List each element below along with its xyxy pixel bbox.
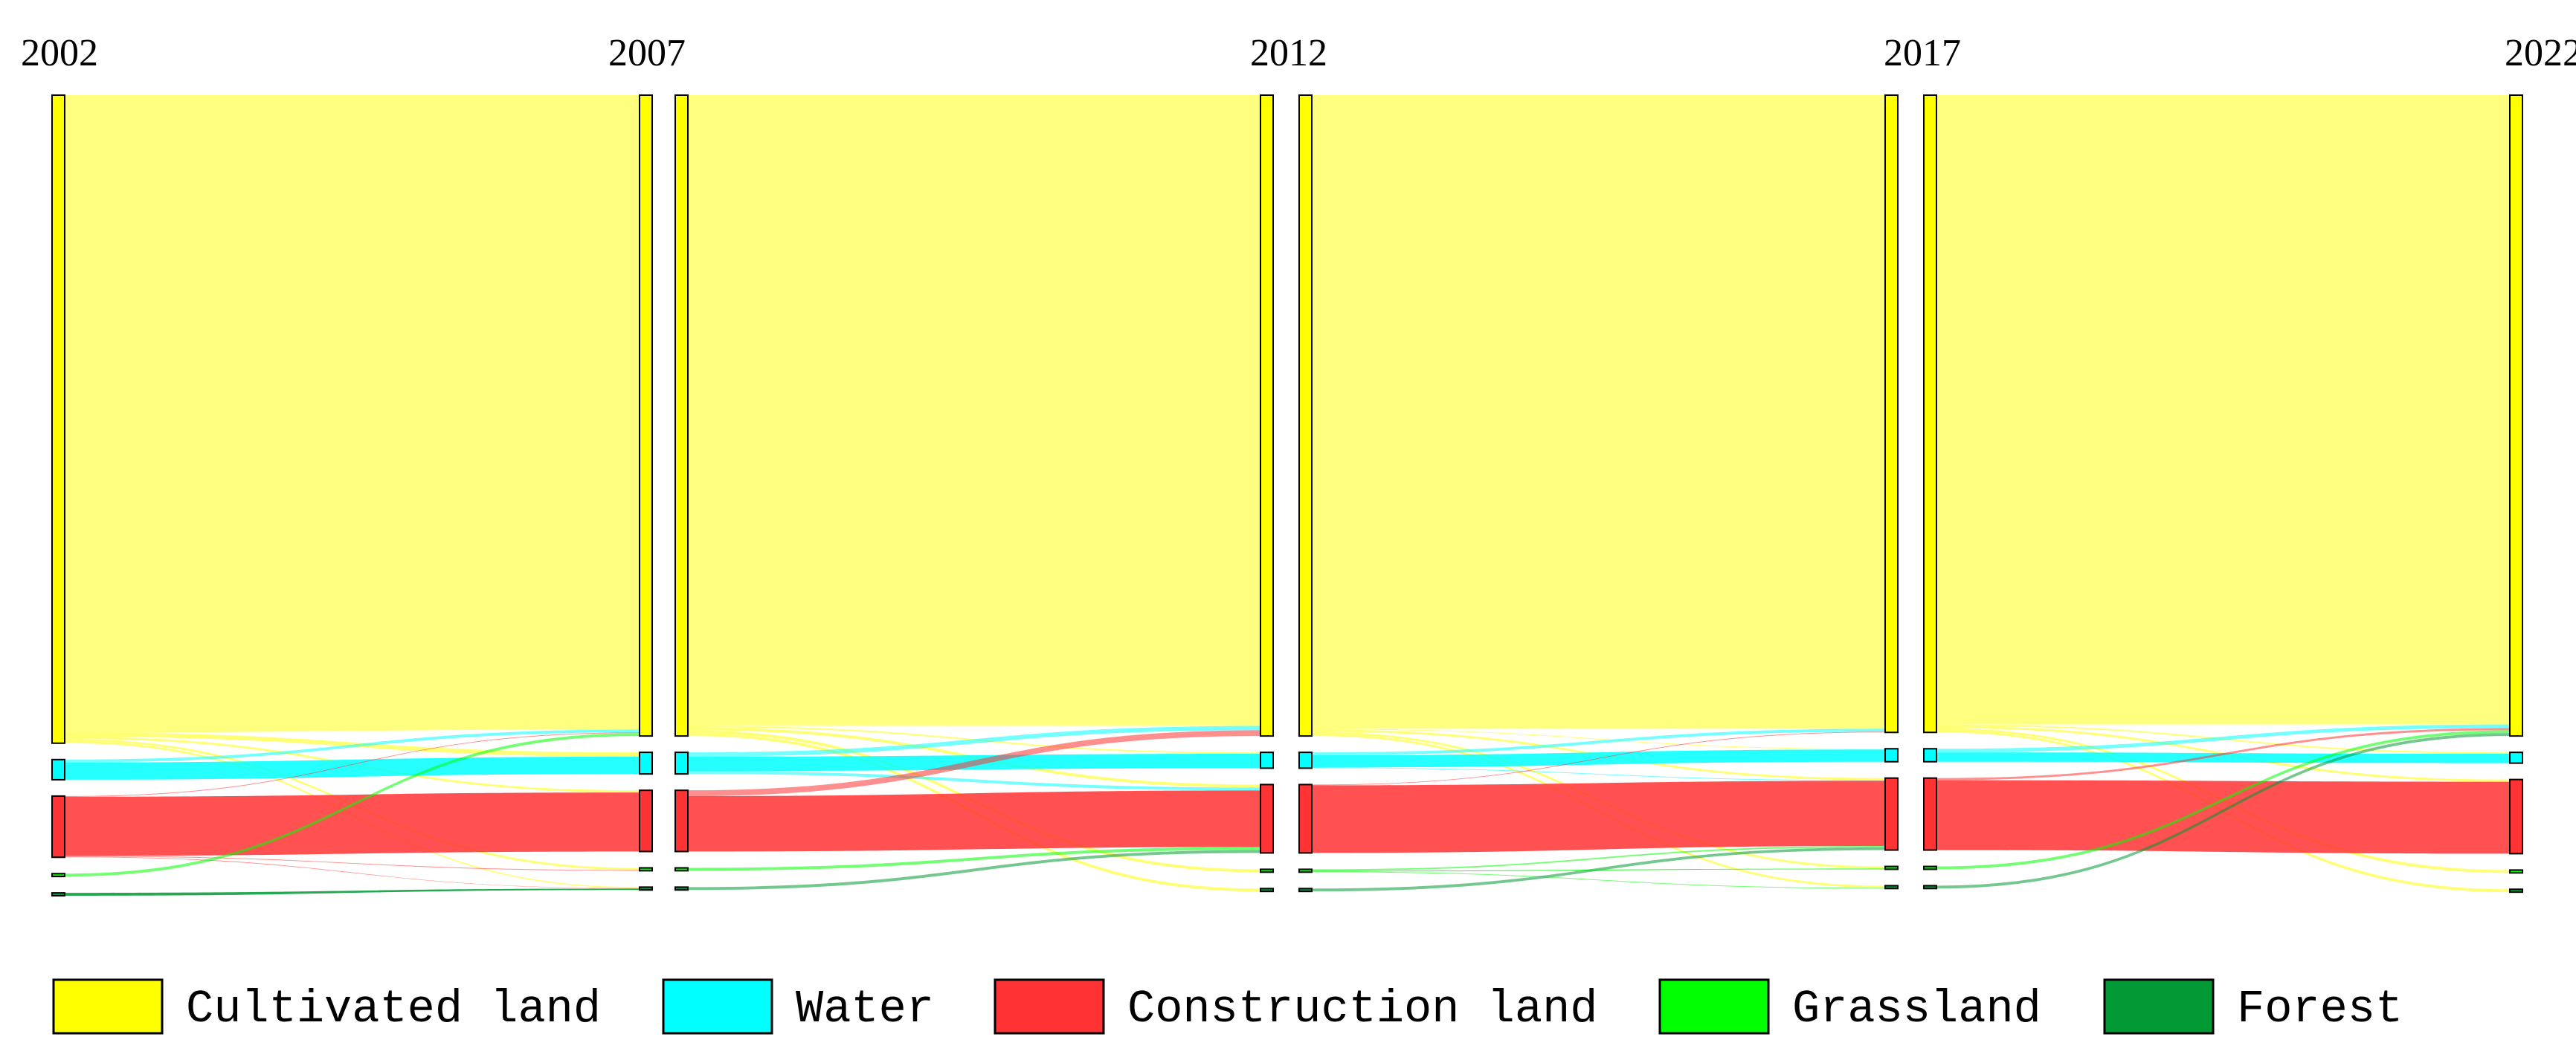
- flow-2012-2017-grassland-to-forest: [1312, 871, 1885, 889]
- flows-layer: [65, 95, 2510, 896]
- legend-swatch-forest: [2103, 978, 2215, 1035]
- node-2012-forest-in: [1260, 888, 1274, 893]
- node-2017-grassland-out: [1923, 865, 1937, 870]
- flow-2012-2017-cultivated-to-cultivated: [1312, 95, 1885, 729]
- flow-2012-2017-grassland-to-construction: [1312, 845, 1885, 871]
- node-2012-water-in: [1260, 752, 1274, 769]
- flow-2002-2007-construction-to-grassland: [65, 856, 640, 871]
- node-2012-construction-out: [1298, 783, 1313, 854]
- node-2017-water-out: [1923, 748, 1937, 763]
- flow-2012-2017-construction-to-construction: [1312, 781, 1885, 853]
- node-2007-cultivated-in: [639, 94, 653, 737]
- node-2007-grassland-in: [639, 867, 653, 872]
- node-2002-grassland: [51, 873, 65, 878]
- node-2007-water-out: [674, 752, 689, 775]
- flow-2007-2012-forest-to-construction: [688, 850, 1260, 891]
- legend-swatch-water: [662, 978, 773, 1035]
- flow-2017-2022-forest-to-cultivated: [1936, 733, 2510, 889]
- year-label-2022: 2022: [2505, 32, 2576, 74]
- legend-swatch-grassland: [1658, 978, 1770, 1035]
- legend-label-water: Water: [796, 983, 934, 1035]
- legend-label-forest: Forest: [2237, 983, 2403, 1035]
- flow-2017-2022-construction-to-construction: [1936, 780, 2510, 854]
- node-2017-cultivated-out: [1923, 94, 1937, 734]
- flow-2002-2007-water-to-water: [65, 756, 640, 780]
- flow-2017-2022-water-to-water: [1936, 752, 2510, 763]
- flow-2012-2017-construction-to-cultivated: [1312, 731, 1885, 786]
- node-2017-construction-in: [1884, 777, 1899, 851]
- node-2012-cultivated-in: [1260, 94, 1274, 737]
- flow-2017-2022-water-to-cultivated: [1936, 724, 2510, 753]
- year-label-2012: 2012: [1250, 32, 1327, 74]
- node-2017-forest-out: [1923, 885, 1937, 890]
- flow-2017-2022-grassland-to-cultivated: [1936, 730, 2510, 870]
- node-2002-forest: [51, 892, 65, 896]
- node-2002-construction: [51, 795, 65, 859]
- node-2022-grassland: [2509, 869, 2523, 874]
- flow-2002-2007-forest-to-forest: [65, 888, 640, 896]
- flow-2012-2017-water-to-cultivated: [1312, 728, 1885, 755]
- node-2012-cultivated-out: [1298, 94, 1313, 737]
- flow-2002-2007-grassland-to-cultivated: [65, 733, 640, 877]
- legend: Cultivated land Water Construction land Gra…: [52, 978, 2403, 1035]
- flow-2012-2017-water-to-construction: [1312, 767, 1885, 781]
- legend-label-cultivated: Cultivated land: [186, 983, 601, 1035]
- flow-2007-2012-water-to-construction: [688, 771, 1260, 791]
- legend-label-grassland: Grassland: [1792, 983, 2041, 1035]
- node-2007-water-in: [639, 752, 653, 775]
- legend-label-construction: Construction land: [1127, 983, 1598, 1035]
- flow-2017-2022-cultivated-to-cultivated: [1936, 95, 2510, 725]
- node-2022-water: [2509, 752, 2523, 764]
- year-labels: 2002 2007 2012 2017 2022: [21, 32, 2576, 74]
- node-2007-cultivated-out: [674, 94, 689, 737]
- node-2022-construction: [2509, 778, 2523, 855]
- flow-2017-2022-construction-to-cultivated: [1936, 728, 2510, 781]
- flow-2012-2017-forest-to-construction: [1312, 847, 1885, 892]
- flow-2007-2012-construction-to-cultivated: [688, 730, 1260, 796]
- legend-swatch-construction: [994, 978, 1105, 1035]
- node-2017-cultivated-in: [1884, 94, 1899, 734]
- node-2007-construction-in: [639, 789, 653, 853]
- year-label-2017: 2017: [1884, 32, 1961, 74]
- legend-swatch-cultivated: [52, 978, 164, 1035]
- flow-2002-2007-water-to-cultivated: [65, 729, 640, 763]
- year-label-2007: 2007: [608, 32, 686, 74]
- flow-2002-2007-construction-to-forest: [65, 856, 640, 889]
- node-2017-grassland-in: [1884, 865, 1899, 870]
- node-2017-forest-in: [1884, 885, 1899, 890]
- node-2017-construction-out: [1923, 777, 1937, 851]
- flow-2002-2007-cultivated-to-cultivated: [65, 95, 640, 733]
- node-2012-grassland-out: [1298, 868, 1313, 873]
- node-2022-cultivated: [2509, 94, 2523, 737]
- flow-2007-2012-cultivated-to-cultivated: [688, 95, 1260, 726]
- node-2017-water-in: [1884, 748, 1899, 763]
- node-2012-grassland-in: [1260, 868, 1274, 873]
- flow-2007-2012-water-to-cultivated: [688, 726, 1260, 757]
- nodes-layer: [51, 94, 2523, 896]
- year-label-2002: 2002: [21, 32, 98, 74]
- flow-2007-2012-construction-to-construction: [688, 790, 1260, 852]
- node-2007-construction-out: [674, 789, 689, 853]
- node-2007-forest-out: [674, 886, 689, 891]
- node-2007-grassland-out: [674, 867, 689, 872]
- node-2002-water: [51, 758, 65, 781]
- flow-2007-2012-grassland-to-construction: [688, 847, 1260, 871]
- node-2002-cultivated: [51, 94, 65, 744]
- node-2022-forest: [2509, 888, 2523, 894]
- flow-2002-2007-construction-to-construction: [65, 792, 640, 856]
- node-2012-water-out: [1298, 752, 1313, 769]
- flow-2012-2017-cultivated-to-water: [1312, 728, 1885, 750]
- flow-2002-2007-construction-to-cultivated: [65, 732, 640, 797]
- node-2012-forest-out: [1298, 888, 1313, 893]
- node-2012-construction-in: [1260, 783, 1274, 854]
- node-2007-forest-in: [639, 886, 653, 891]
